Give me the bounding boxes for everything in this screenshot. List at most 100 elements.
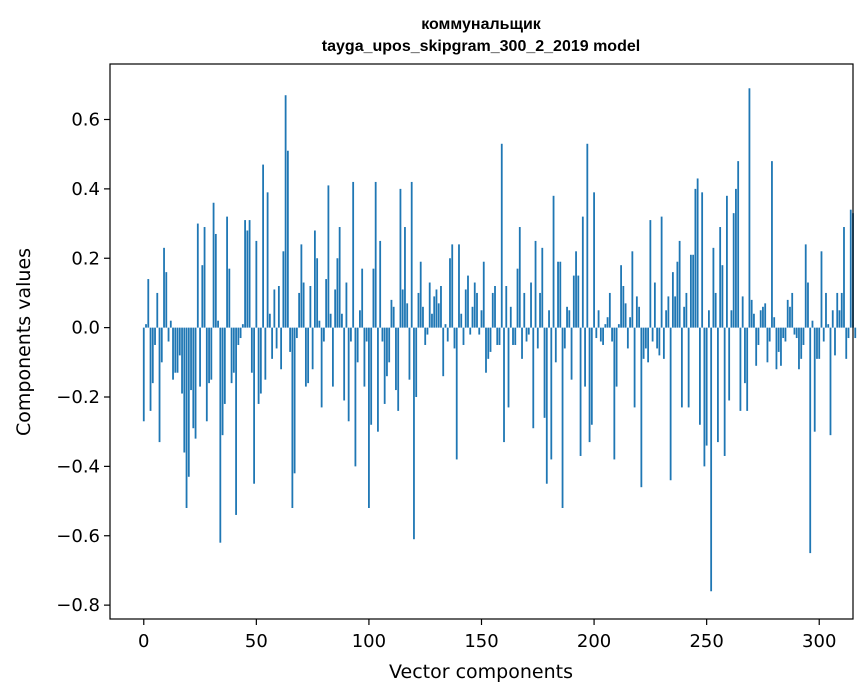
bar [350, 327, 352, 342]
bar [221, 327, 224, 436]
bar [386, 327, 388, 377]
bar [766, 327, 769, 363]
bar [536, 327, 539, 349]
bar [359, 310, 361, 328]
bar [710, 327, 713, 592]
bar [847, 327, 850, 339]
bar [712, 247, 715, 328]
bar [392, 306, 395, 328]
bar [703, 327, 706, 467]
bar [476, 292, 478, 328]
bar [230, 327, 233, 384]
bar [708, 310, 710, 328]
bar [428, 282, 431, 328]
bar [586, 143, 589, 328]
bar [658, 327, 661, 356]
bar [199, 327, 201, 387]
bar [699, 327, 701, 425]
bar [149, 327, 152, 411]
bar [341, 313, 343, 328]
bar [192, 327, 195, 429]
bar [464, 289, 467, 328]
bar [676, 261, 679, 328]
bar [854, 327, 857, 339]
bar [163, 247, 165, 328]
bar [255, 240, 258, 328]
bar [568, 310, 571, 328]
bar [187, 327, 190, 477]
bar [485, 327, 487, 373]
bar [151, 327, 154, 384]
bar [185, 327, 188, 508]
bar [437, 303, 440, 328]
bar [449, 258, 451, 328]
bar [584, 327, 586, 387]
bar [836, 292, 839, 328]
bar [482, 261, 485, 328]
bar [167, 327, 170, 342]
bar [539, 292, 541, 328]
bar [561, 327, 564, 508]
bar [845, 327, 848, 359]
bar [744, 327, 746, 384]
bar [635, 296, 638, 328]
bar [748, 88, 751, 328]
bar [791, 292, 794, 328]
bar [615, 327, 618, 387]
x-tick-label: 0 [138, 631, 149, 652]
x-tick-label: 50 [245, 631, 268, 652]
bar [174, 327, 177, 373]
bar [795, 327, 798, 339]
bar [383, 327, 386, 404]
bar [509, 306, 512, 328]
y-tick-label: −0.4 [56, 456, 100, 477]
bar [764, 303, 767, 328]
bar [642, 327, 645, 359]
bar [361, 268, 364, 328]
bar [527, 327, 530, 335]
bar [719, 227, 722, 328]
bar [327, 185, 330, 328]
bar [721, 265, 724, 328]
bar [577, 275, 580, 328]
bar [534, 240, 537, 328]
bar [286, 150, 289, 328]
x-tick-label: 150 [464, 631, 498, 652]
bar [404, 227, 406, 328]
bar [453, 327, 456, 349]
bar [458, 244, 460, 328]
bar [160, 327, 163, 363]
bar [435, 289, 438, 328]
bar [390, 299, 393, 328]
y-tick-label: 0.0 [71, 318, 100, 339]
bar [154, 327, 156, 345]
bar [753, 313, 755, 328]
bar [590, 327, 593, 425]
bar [775, 327, 778, 370]
bar [665, 310, 668, 328]
bar [178, 327, 181, 356]
bar [291, 327, 294, 508]
bar [365, 327, 368, 342]
bar [363, 327, 366, 387]
bar [280, 327, 283, 370]
bar [802, 327, 805, 345]
bar [631, 251, 634, 328]
y-tick-label: −0.2 [56, 387, 100, 408]
bar [352, 181, 355, 328]
bar [784, 327, 787, 342]
bar [284, 95, 287, 328]
bar [266, 192, 269, 328]
bar [678, 240, 681, 328]
y-tick-label: 0.4 [71, 179, 100, 200]
bar [849, 209, 852, 328]
bar [773, 317, 776, 328]
bar [777, 327, 780, 352]
bar [223, 327, 226, 404]
bar [570, 327, 573, 380]
bar [559, 261, 562, 328]
bar [732, 213, 735, 328]
bar [843, 227, 845, 328]
bar [313, 230, 316, 328]
bar [588, 327, 591, 443]
